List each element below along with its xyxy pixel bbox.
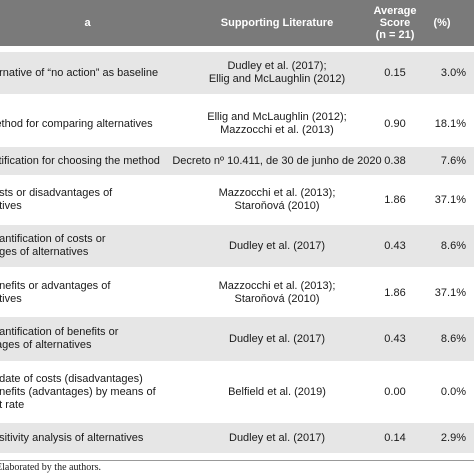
criteria-cell: uantification of costs or ages of altern… [0, 233, 106, 258]
percent-cell: 8.6% [440, 332, 466, 345]
criteria-cell: lethod for comparing alternatives [0, 117, 153, 130]
table-row: uantification of benefits or tages of al… [0, 317, 474, 361]
score-cell: 0.00 [384, 385, 406, 398]
criteria-cell: nsitivity analysis of alternatives [0, 431, 144, 444]
criteria-cell: odate of costs (disadvantages) enefits (… [0, 372, 156, 411]
table-row: lethod for comparing alternatives Ellig … [0, 101, 474, 147]
header-criteria: a [84, 17, 91, 29]
percent-cell: 7.6% [440, 154, 466, 167]
literature-cell: Mazzocchi et al. (2013); Staroňová (2010… [218, 280, 336, 305]
table-row: uantification of costs or ages of altern… [0, 225, 474, 267]
literature-cell: Dudley et al. (2017) [229, 431, 325, 444]
criteria-cell: osts or disadvantages of atives [0, 187, 113, 212]
table-row: odate of costs (disadvantages) enefits (… [0, 361, 474, 423]
header-score: Average Score (n = 21) [373, 5, 417, 41]
literature-cell: Ellig and McLaughlin (2012); Mazzocchi e… [207, 111, 347, 136]
score-cell: 0.38 [384, 154, 406, 167]
header-percent: (%) [433, 17, 451, 29]
score-cell: 0.43 [384, 239, 406, 252]
header-literature: Supporting Literature [220, 17, 334, 29]
percent-cell: 2.9% [440, 431, 466, 444]
table-row: ernative of “no action” as baseline Dudl… [0, 52, 474, 94]
literature-cell: Decreto nº 10.411, de 30 de junho de 202… [172, 154, 382, 167]
literature-cell: Belfield et al. (2019) [228, 385, 326, 398]
score-cell: 1.86 [384, 286, 406, 299]
table-footnote: Elaborated by the authors. [0, 460, 474, 475]
literature-cell: Dudley et al. (2017) [229, 332, 325, 345]
literature-cell: Dudley et al. (2017); Ellig and McLaughl… [208, 60, 346, 85]
percent-cell: 8.6% [440, 239, 466, 252]
table-row: enefits or advantages of atives Mazzocch… [0, 269, 474, 317]
score-cell: 1.86 [384, 193, 406, 206]
percent-cell: 37.1% [434, 286, 466, 299]
literature-cell: Mazzocchi et al. (2013); Staroňová (2010… [218, 187, 336, 212]
percent-cell: 18.1% [434, 117, 466, 130]
criteria-cell: uantification of benefits or tages of al… [0, 326, 119, 351]
table-row: stification for choosing the method Decr… [0, 147, 474, 175]
percent-cell: 37.1% [434, 193, 466, 206]
table-header: a Supporting Literature Average Score (n… [0, 0, 474, 46]
score-cell: 0.43 [384, 332, 406, 345]
table-row: osts or disadvantages of atives Mazzocch… [0, 175, 474, 225]
percent-cell: 0.0% [440, 385, 466, 398]
table-row: nsitivity analysis of alternatives Dudle… [0, 423, 474, 453]
criteria-cell: stification for choosing the method [0, 154, 160, 167]
score-cell: 0.90 [384, 117, 406, 130]
literature-cell: Dudley et al. (2017) [229, 239, 325, 252]
percent-cell: 3.0% [440, 66, 466, 79]
criteria-cell: enefits or advantages of atives [0, 280, 111, 305]
criteria-cell: ernative of “no action” as baseline [0, 66, 159, 79]
score-cell: 0.14 [384, 431, 406, 444]
score-cell: 0.15 [384, 66, 406, 79]
